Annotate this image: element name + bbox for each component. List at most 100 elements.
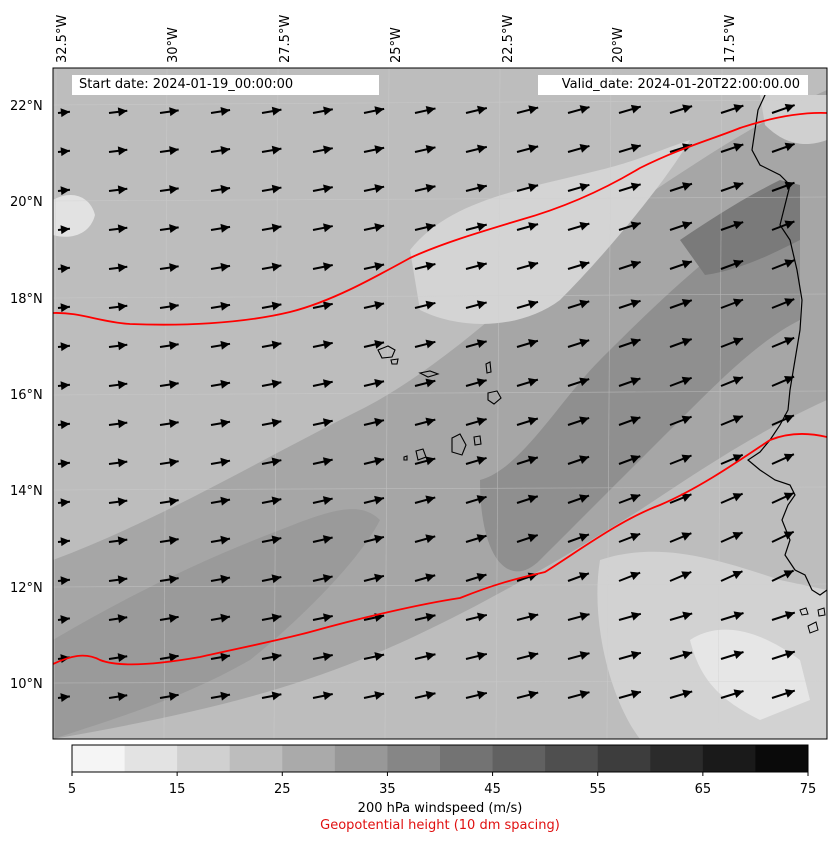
wind-arrow-head xyxy=(220,262,231,272)
wind-arrow-head xyxy=(579,144,590,153)
wind-arrow-head xyxy=(579,416,590,426)
wind-arrow-head xyxy=(784,259,795,268)
graticule xyxy=(53,68,827,739)
wind-arrow-head xyxy=(169,185,179,195)
wind-arrow-head xyxy=(578,533,589,542)
wind-arrow-head xyxy=(579,651,590,660)
wind-arrow-head xyxy=(220,535,230,545)
wind-arrow-head xyxy=(681,337,692,347)
wind-arrow-head xyxy=(323,691,333,701)
wind-arrow-head xyxy=(271,535,282,545)
wind-arrow-head xyxy=(323,223,333,233)
wind-arrow-head xyxy=(169,302,179,312)
wind-arrow-head xyxy=(528,144,539,154)
wind-arrow-head xyxy=(60,693,70,703)
wind-arrow-head xyxy=(681,299,692,308)
wind-arrow-head xyxy=(323,145,333,155)
wind-arrow-head xyxy=(322,379,333,389)
wind-arrow-head xyxy=(476,300,487,310)
wind-arrow-head xyxy=(169,458,179,467)
wind-arrow-head xyxy=(783,453,794,462)
wind-arrow-head xyxy=(271,574,282,584)
wind-arrow-head xyxy=(630,416,641,425)
wind-arrow-head xyxy=(528,261,539,270)
wind-arrow-head xyxy=(271,691,282,701)
wind-arrow-head xyxy=(476,378,487,387)
wind-arrow-head xyxy=(169,146,179,156)
cape-verde-islands xyxy=(377,345,502,461)
wind-arrow-head xyxy=(425,144,436,154)
wind-arrow-head xyxy=(477,105,487,115)
wind-arrow-head xyxy=(733,104,744,113)
wind-arrow-head xyxy=(579,455,590,464)
wind-arrow-head xyxy=(732,337,743,346)
wind-arrow-head xyxy=(630,104,641,114)
wind-arrow-head xyxy=(579,182,590,192)
colorbar xyxy=(72,745,809,772)
wind-arrow-head xyxy=(60,498,70,508)
colorbar-segment xyxy=(545,745,599,772)
wind-arrow-head xyxy=(60,537,70,547)
wind-arrow-head xyxy=(630,532,641,542)
lat-label: 12°N xyxy=(10,581,43,596)
wind-arrow-head xyxy=(476,573,487,582)
wind-arrow-head xyxy=(425,339,436,349)
wind-arrow-head xyxy=(322,418,333,428)
wind-arrow-head xyxy=(527,416,538,426)
wind-arrow-head xyxy=(477,690,487,700)
wind-arrow-head xyxy=(681,221,692,230)
wind-arrow-head xyxy=(60,381,70,391)
wind-arrow-head xyxy=(323,262,333,272)
wind-arrow-head xyxy=(271,496,282,506)
wind-arrow-head xyxy=(220,574,230,584)
wind-arrow-head xyxy=(528,222,539,231)
wind-arrow-head xyxy=(374,223,385,232)
wind-arrow-head xyxy=(681,376,692,386)
wind-arrow-head xyxy=(271,613,282,623)
colorbar-segment xyxy=(492,745,546,772)
wind-arrow-head xyxy=(579,299,590,309)
wind-arrow-head xyxy=(117,419,128,429)
wind-arrow-head xyxy=(117,536,128,546)
start-date-box: Start date: 2024-01-19_00:00:00 xyxy=(72,75,379,95)
wind-arrow-head xyxy=(374,417,384,427)
wind-arrow-head xyxy=(220,457,230,467)
wind-arrow-head xyxy=(784,298,795,307)
lat-label: 18°N xyxy=(10,292,43,307)
wind-arrow-head xyxy=(476,144,487,154)
windspeed-field xyxy=(53,68,827,739)
wind-arrow-head xyxy=(425,690,436,700)
wind-arrow-head xyxy=(783,414,794,424)
lon-label: 32.5°W xyxy=(55,15,70,63)
wind-arrow-head xyxy=(60,186,70,196)
wind-arrow-head xyxy=(784,650,795,659)
wind-arrow-head xyxy=(169,263,179,273)
wind-arrow-head xyxy=(60,420,70,430)
wind-arrow-head xyxy=(784,142,795,152)
wind-arrow-head xyxy=(271,262,282,272)
wind-arrow-head xyxy=(374,534,384,544)
wind-arrow-head xyxy=(579,221,590,231)
wind-arrow-head xyxy=(527,377,538,387)
wind-arrow-head xyxy=(220,340,231,350)
wind-arrow-head xyxy=(425,573,436,583)
wind-arrow-head xyxy=(528,690,539,700)
wind-arrow-head xyxy=(733,143,744,152)
wind-arrow-head xyxy=(117,458,128,468)
wind-arrow-head xyxy=(425,222,436,232)
wind-arrow-head xyxy=(784,337,795,346)
wind-arrow-head xyxy=(682,650,693,660)
colorbar-segment xyxy=(755,745,809,772)
lon-label: 22.5°W xyxy=(501,15,516,63)
colorbar-tick-label: 65 xyxy=(695,782,712,797)
lon-label: 25°W xyxy=(389,27,404,63)
wind-arrow-head xyxy=(528,183,539,192)
wind-arrow-head xyxy=(733,611,744,620)
wind-arrow-head xyxy=(733,689,744,698)
wind-arrow-head xyxy=(527,494,538,504)
wind-arrow-head xyxy=(374,301,385,310)
wind-arrow-head xyxy=(169,107,179,117)
wind-arrow-head xyxy=(60,264,70,274)
wind-arrow-head xyxy=(117,497,128,507)
wind-arrow-head xyxy=(579,612,590,621)
